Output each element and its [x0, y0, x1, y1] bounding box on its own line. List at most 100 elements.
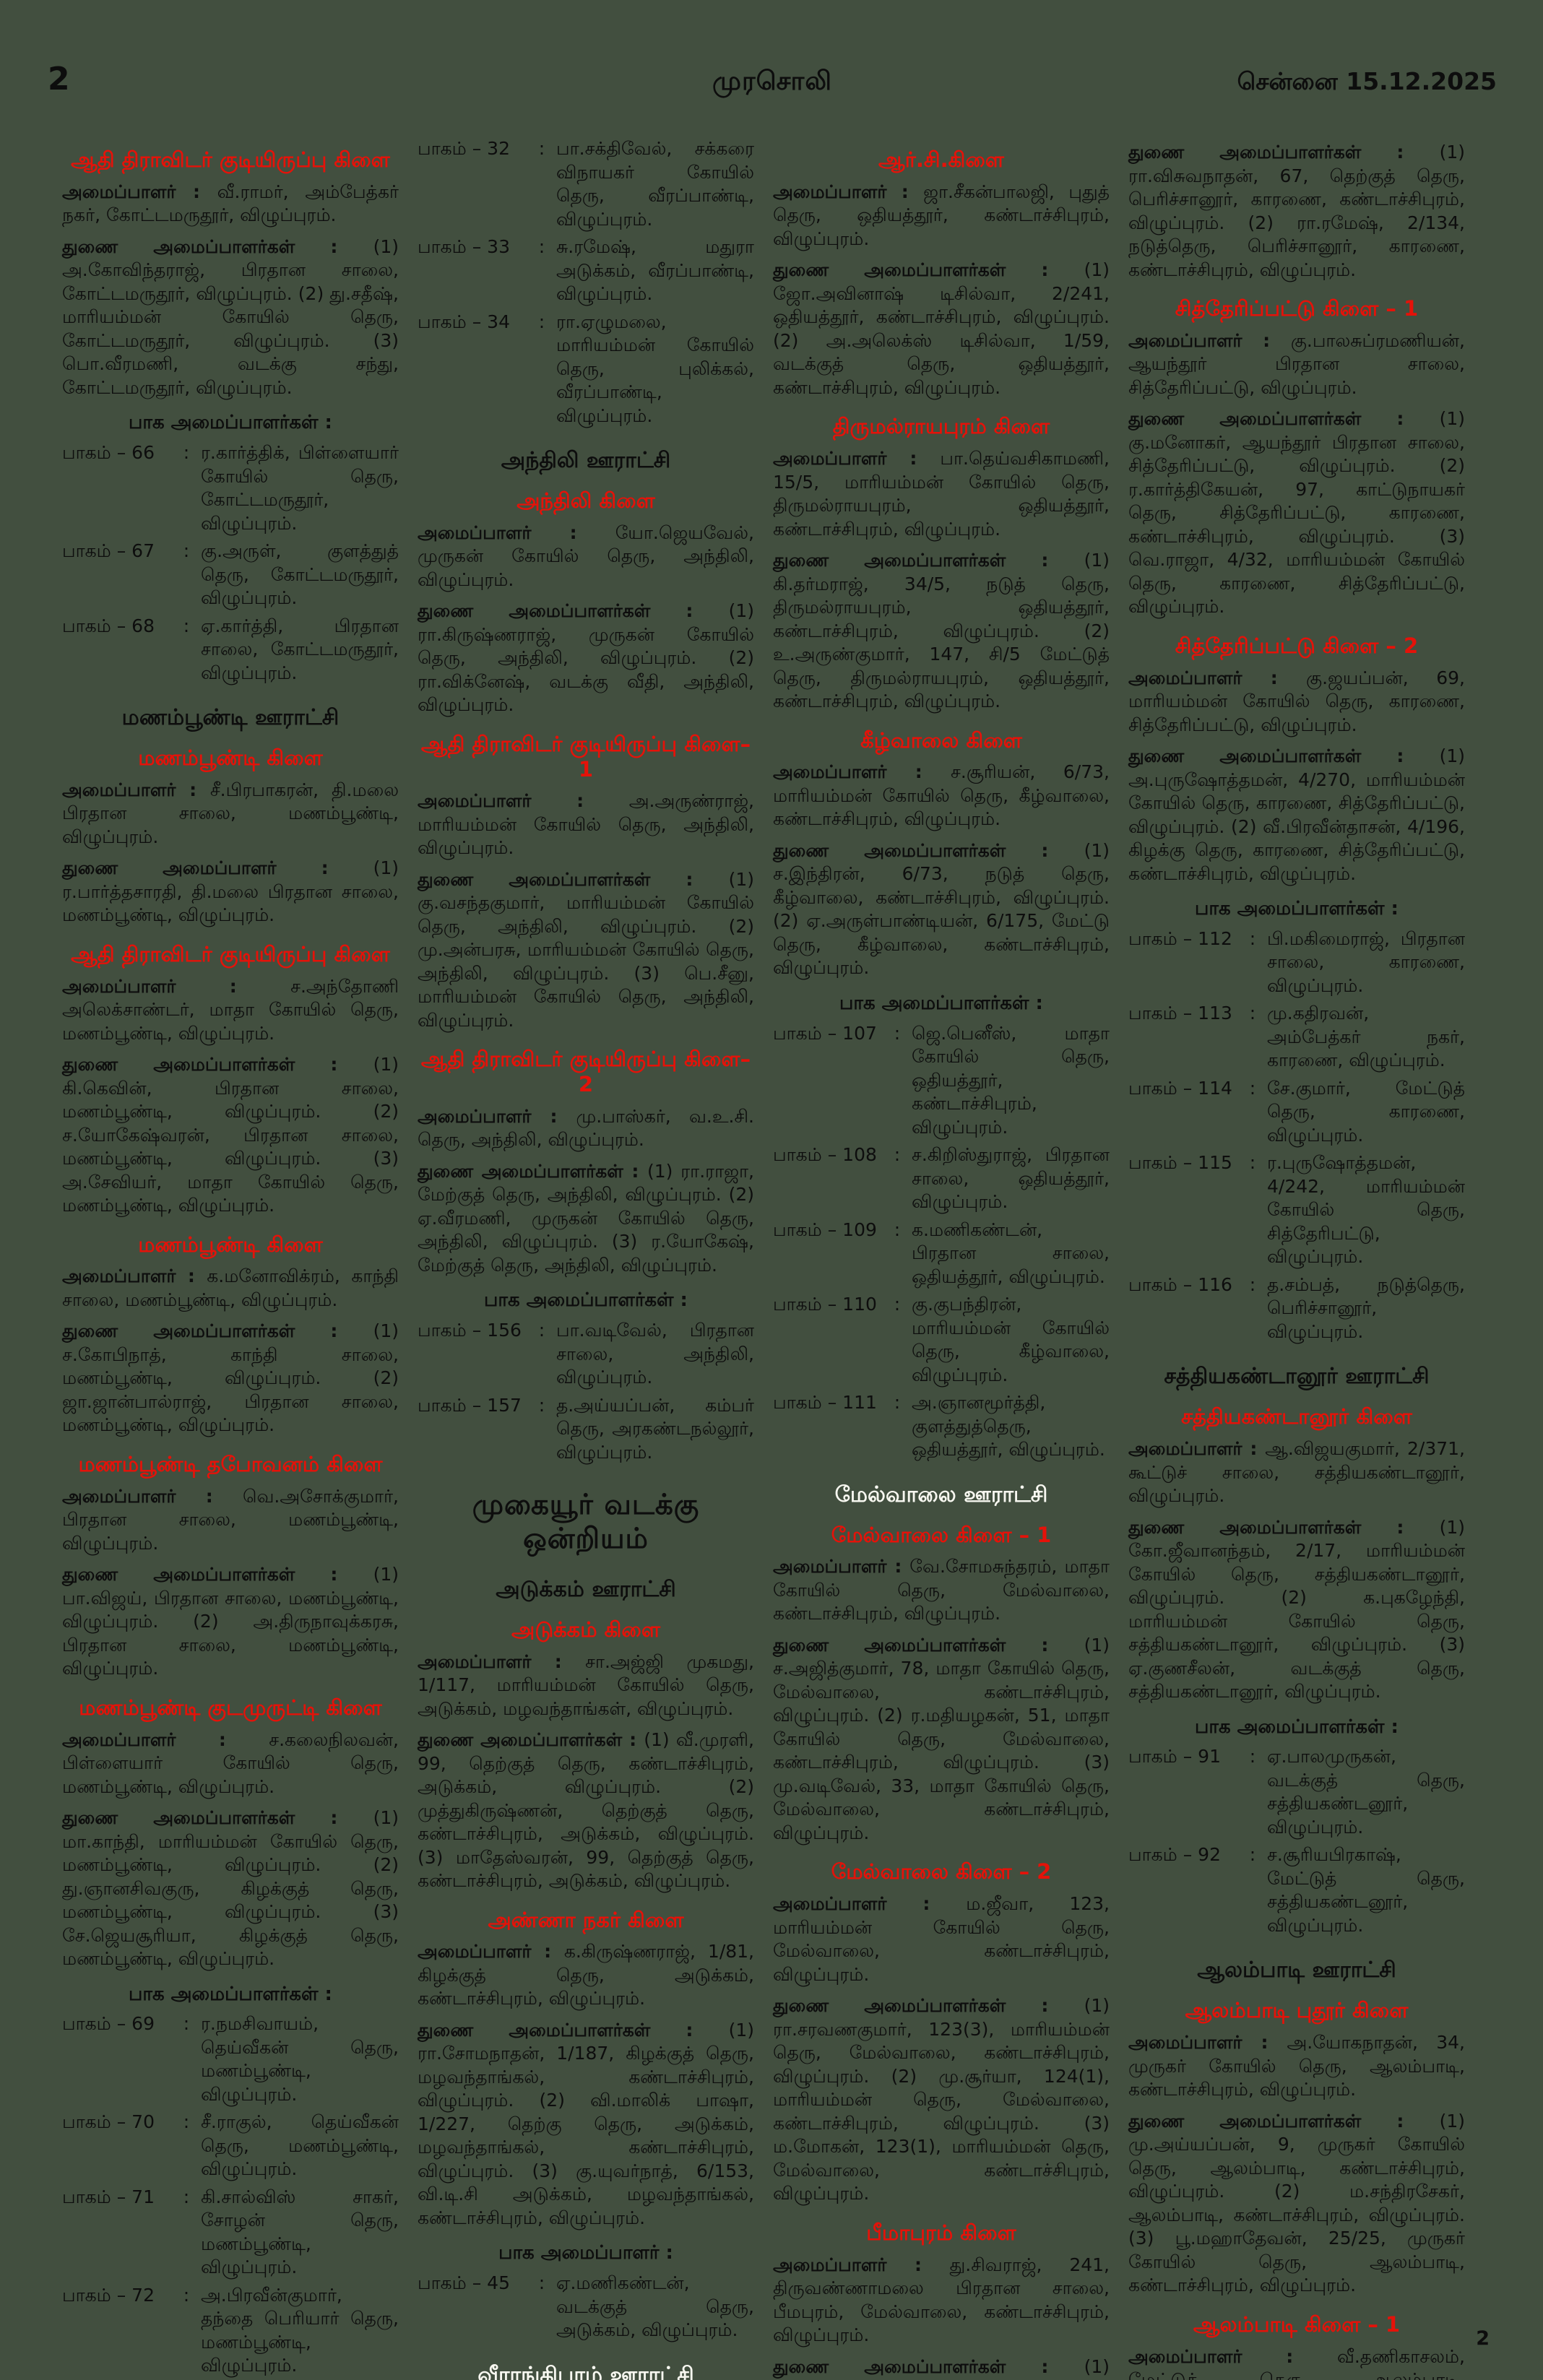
branch-heading: மேல்வாலை கிளை – 2	[831, 1859, 1052, 1884]
ward-row: பாகம் – 107: ஜெ.பெனீஸ், மாதா கோயில் தெரு,…	[773, 1022, 1110, 1140]
branch-heading: ஆதி திராவிடர் குடியிருப்பு கிளை–2	[420, 1047, 751, 1097]
colon-separator: :	[183, 2013, 190, 2035]
role-label: துணை அமைப்பாளர்கள் :	[418, 1160, 647, 1182]
officer-paragraph: துணை அமைப்பாளர்கள் : (1) ச.அஜித்குமார், …	[773, 1634, 1110, 1843]
ward-row: பாகம் – 112: பி.மகிமைராஜ், பிரதான சாலை, க…	[1128, 927, 1465, 998]
officer-paragraph: அமைப்பாளர் : மு.பாஸ்கர், வ.உ.சி. தெரு, அ…	[418, 1105, 754, 1151]
column-2: பாகம் – 32: பா.சக்திவேல், சக்கரை விநாயகர்…	[418, 133, 754, 2380]
officer-paragraph: அமைப்பாளர் : அ.யோகநாதன், 34, முருகர் கோய…	[1128, 2032, 1465, 2100]
ward-text: பி.மகிமைராஜ், பிரதான சாலை, காரணை, விழுப்…	[1267, 927, 1465, 996]
ward-text: பா.வடிவேல், பிரதான சாலை, அந்திலி, விழுப்…	[556, 1320, 754, 1388]
role-label: அமைப்பாளர் :	[773, 1556, 910, 1578]
ward-row: பாகம் – 110: கு.குபந்திரன், மாரியம்மன் கோ…	[773, 1293, 1110, 1387]
role-label: அமைப்பாளர் :	[1128, 2032, 1287, 2054]
ward-label: பாகம் – 68	[62, 615, 155, 636]
branch-heading: பீமாபுரம் கிளை	[866, 2220, 1016, 2245]
branch-heading: ஆதி திராவிடர் குடியிருப்பு கிளை	[71, 147, 390, 172]
ward-row: பாகம் – 91: ஏ.பாலமுருகன், வடக்குத் தெரு, …	[1128, 1745, 1465, 1839]
officer-paragraph: அமைப்பாளர் : பா.தெய்வசிகாமணி, 15/5, மாரி…	[773, 448, 1110, 540]
ward-row: பாகம் – 34: ரா.ஏழுமலை, மாரியம்மன் கோயில் …	[418, 311, 754, 428]
officer-paragraph: துணை அமைப்பாளர்கள் : (1) மு.அய்யப்பன், 9…	[1128, 2110, 1465, 2296]
ward-text: சு.ரமேஷ், மதுரா அடுக்கம், வீரப்பாண்டி, வ…	[556, 236, 754, 304]
section-subheading: பாக அமைப்பாளர்கள் :	[129, 412, 332, 434]
ward-label: பாகம் – 157	[418, 1394, 522, 1416]
role-label: அமைப்பாளர் :	[773, 761, 951, 783]
officer-paragraph: அமைப்பாளர் : ச.அந்தோணி அலெக்சாண்டர், மாத…	[62, 975, 399, 1044]
role-label: துணை அமைப்பாளர்கள் :	[1128, 2110, 1440, 2132]
branch-heading: ஆர்.சி.கிளை	[878, 147, 1004, 172]
section-subheading: பாக அமைப்பாளர் :	[498, 2242, 673, 2264]
ward-label: பாகம் – 70	[62, 2111, 155, 2133]
officer-paragraph: அமைப்பாளர் : ச.கலைநிலவன், பிள்ளையார் கோய…	[62, 1728, 399, 1797]
ward-text: ஜெ.பெனீஸ், மாதா கோயில் தெரு, ஒதியத்தூர்,…	[912, 1022, 1110, 1138]
role-label: அமைப்பாளர் :	[1128, 2345, 1337, 2367]
section-subheading: பாக அமைப்பாளர்கள் :	[839, 992, 1043, 1014]
panchayat-heading: சத்தியகண்டானூர் ஊராட்சி	[1164, 1364, 1430, 1390]
officer-paragraph: துணை அமைப்பாளர்கள் : (1) வீ.முரளி, 99, த…	[418, 1729, 754, 1892]
branch-heading: ஆலம்பாடி கிளை – 1	[1193, 2311, 1401, 2337]
page-number-top: 2	[48, 61, 70, 98]
ward-label: பாகம் – 156	[418, 1320, 522, 1341]
officer-paragraph: துணை அமைப்பாளர்கள் : (1) ச.இந்திரன், 6/7…	[773, 839, 1110, 979]
role-label: அமைப்பாளர் :	[773, 1893, 967, 1915]
ward-label: பாகம் – 34	[418, 311, 510, 332]
section-subheading: பாக அமைப்பாளர்கள் :	[1195, 898, 1399, 920]
ward-text: கு.குபந்திரன், மாரியம்மன் கோயில் தெரு, க…	[912, 1294, 1110, 1385]
branch-heading: மணம்பூண்டி கிளை	[138, 1232, 323, 1257]
officer-paragraph: அமைப்பாளர் : ம.ஜீவா, 123, மாரியம்மன் கோய…	[773, 1893, 1110, 1985]
colon-separator: :	[894, 1294, 901, 1315]
officer-paragraph: அமைப்பாளர் : அ.அருண்ராஜ், மாரியம்மன் கோய…	[418, 790, 754, 859]
officer-paragraph: துணை அமைப்பாளர்கள் : (1) கு.வசந்தகுமார்,…	[418, 868, 754, 1031]
column-3: ஆர்.சி.கிளை அமைப்பாளர் : ஜா.சீகன்பாலஜி, ப…	[773, 133, 1110, 2380]
section-subheading: பாக அமைப்பாளர்கள் :	[484, 1289, 688, 1312]
ward-text: ஏ.கார்த்தி, பிரதான சாலை, கோட்டமருதூர், வ…	[201, 615, 399, 683]
ward-text: த.சம்பத், நடுத்தெரு, பெரிச்சானூர், விழுப…	[1267, 1273, 1465, 1342]
ward-label: பாகம் – 116	[1128, 1273, 1232, 1295]
officer-paragraph: துணை அமைப்பாளர்கள் : (1) கி.கெவின், பிரத…	[62, 1054, 399, 1216]
panchayat-heading: அந்திலி ஊராட்சி	[501, 448, 671, 473]
ward-row: பாகம் – 67: கு.அருள், குளத்துத் தெரு, கோட…	[62, 540, 399, 610]
colon-separator: :	[894, 1022, 901, 1044]
role-label: துணை அமைப்பாளர்கள் :	[773, 2355, 1084, 2377]
officer-paragraph: அமைப்பாளர் : ச.சூரியன், 6/73, மாரியம்மன்…	[773, 761, 1110, 830]
panchayat-heading: வீராங்கிபுரம் ஊராட்சி	[477, 2362, 694, 2380]
colon-separator: :	[894, 1144, 901, 1166]
branch-heading: அந்திலி கிளை	[517, 488, 655, 513]
officer-paragraph: துணை அமைப்பாளர்கள் : (1) கி.தர்மராஜ், 34…	[773, 550, 1110, 712]
ward-text: கி.சால்விஸ் சாகர், சோழன் தெரு, மணம்பூண்ட…	[201, 2186, 399, 2278]
ward-text: த.அய்யப்பன், கம்பர் தெரு, அரகண்டநல்லூர்,…	[556, 1394, 754, 1463]
officer-paragraph: துணை அமைப்பாளர்கள் : (1) பா.விஜய், பிரதா…	[62, 1564, 399, 1679]
officer-paragraph: அமைப்பாளர் : கு.பாலசுப்ரமணியன், ஆயந்தூர்…	[1128, 329, 1465, 398]
role-label: அமைப்பாளர் :	[773, 2254, 950, 2275]
column-4: துணை அமைப்பாளர்கள் : (1) ரா.விசுவநாதன், …	[1128, 133, 1465, 2380]
role-label: துணை அமைப்பாளர்கள் :	[1128, 1516, 1440, 1538]
role-label: துணை அமைப்பாளர்கள் :	[773, 259, 1084, 281]
officer-paragraph: அமைப்பாளர் : வே.சோமசுந்தரம், மாதா கோயில்…	[773, 1556, 1110, 1624]
colon-separator: :	[183, 615, 190, 636]
role-label: அமைப்பாளர் :	[62, 779, 210, 800]
colon-separator: :	[538, 1320, 545, 1341]
ward-row: பாகம் – 111: அ.ஞானமூர்த்தி, குளத்துத்தெரு…	[773, 1391, 1110, 1462]
branch-heading: அண்ணா நகர் கிளை	[488, 1907, 684, 1932]
branch-heading: திருமல்ராயபுரம் கிளை	[832, 414, 1050, 439]
ward-text: கு.அருள், குளத்துத் தெரு, கோட்டமருதூர், …	[201, 540, 399, 609]
panchayat-heading: அடுக்கம் ஊராட்சி	[496, 1576, 676, 1602]
ward-text: ர.நமசிவாயம், தெய்வீகன் தெரு, மணம்பூண்டி,…	[201, 2013, 399, 2105]
ward-row: பாகம் – 108: ச.கிறிஸ்துராஜ், பிரதான சாலை,…	[773, 1143, 1110, 1214]
officer-paragraph: துணை அமைப்பாளர் : (1) ர.பார்த்தசாரதி, தி…	[62, 857, 399, 926]
ward-label: பாகம் – 71	[62, 2186, 155, 2207]
ward-row: பாகம் – 156: பா.வடிவேல், பிரதான சாலை, அந்…	[418, 1319, 754, 1390]
ward-text: அ.ஞானமூர்த்தி, குளத்துத்தெரு, ஒதியத்தூர்…	[912, 1392, 1105, 1461]
ward-row: பாகம் – 116: த.சம்பத், நடுத்தெரு, பெரிச்ச…	[1128, 1273, 1465, 1344]
role-label: அமைப்பாளர் :	[1128, 1438, 1266, 1460]
role-label: துணை அமைப்பாளர்கள் :	[1128, 745, 1440, 767]
role-label: அமைப்பாளர் :	[418, 1941, 564, 1963]
ward-text: ச.சூரியபிரகாஷ், மேட்டுத் தெரு, சத்தியகண்…	[1267, 1844, 1465, 1936]
ward-label: பாகம் – 66	[62, 442, 155, 464]
ward-row: பாகம் – 113: மு.கதிரவன், அம்பேத்கர் நகர்,…	[1128, 1002, 1465, 1073]
ward-text: ஏ.பாலமுருகன், வடக்குத் தெரு, சத்தியகண்டன…	[1267, 1746, 1465, 1838]
officer-paragraph: துணை அமைப்பாளர்கள் : (1) ரா.விசுவநாதன், …	[1128, 142, 1465, 280]
ward-text: மு.கதிரவன், அம்பேத்கர் நகர், காரணை, விழு…	[1267, 1003, 1465, 1071]
colon-separator: :	[1249, 927, 1256, 949]
